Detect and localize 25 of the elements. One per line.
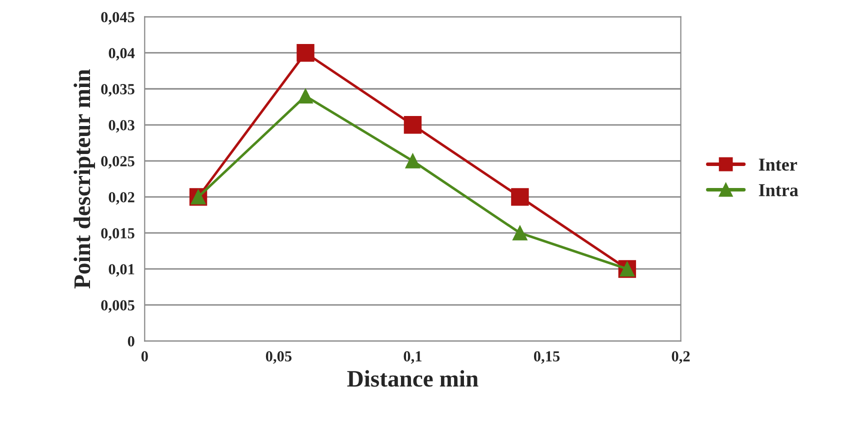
x-tick-label: 0 bbox=[141, 351, 148, 362]
point bbox=[405, 153, 420, 168]
y-tick-label: 0,045 bbox=[101, 12, 134, 25]
x-tick-label: 0,15 bbox=[534, 351, 560, 364]
point bbox=[511, 188, 529, 206]
y-axis-title: Point descripteur min bbox=[74, 69, 96, 288]
y-tick-label: 0,005 bbox=[101, 300, 134, 313]
y-tick-label: 0 bbox=[128, 336, 134, 346]
y-tick-label: 0,015 bbox=[101, 228, 134, 241]
point bbox=[512, 225, 528, 240]
y-tick-label: 0,01 bbox=[108, 264, 134, 277]
x-axis-title: Distance min bbox=[347, 370, 478, 387]
x-tick-label: 0,1 bbox=[404, 351, 422, 364]
legend-label: Inter bbox=[758, 158, 798, 171]
point bbox=[296, 44, 314, 62]
legend-label: Intra bbox=[758, 184, 798, 196]
y-tick-label: 0,02 bbox=[108, 192, 134, 205]
point bbox=[404, 116, 422, 134]
y-tick-label: 0,03 bbox=[108, 120, 134, 133]
x-tick-label: 0,05 bbox=[266, 351, 292, 364]
x-tick-label: 0,2 bbox=[672, 351, 690, 364]
point bbox=[298, 88, 313, 104]
y-tick-label: 0,025 bbox=[101, 156, 134, 169]
y-tick-label: 0,035 bbox=[101, 84, 134, 97]
y-tick-label: 0,04 bbox=[108, 48, 135, 61]
